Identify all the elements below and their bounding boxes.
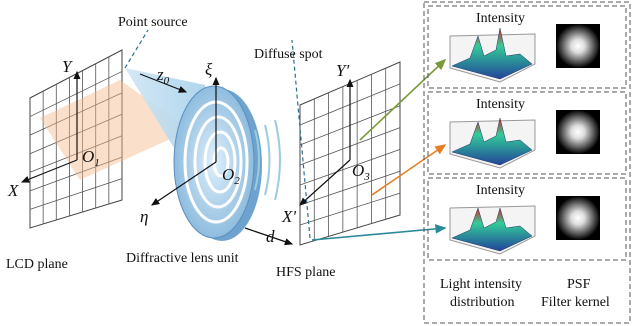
footer-text: Filter kernel [541, 295, 610, 310]
axis-label: X' [281, 207, 296, 226]
base: O [352, 161, 364, 180]
sub: 0 [164, 75, 170, 87]
label: HFS plane [276, 265, 336, 280]
axis-label: ξ [205, 60, 213, 79]
panel-title: Intensity [476, 11, 525, 26]
axis-label: η [140, 207, 148, 226]
footer-text: PSF [567, 277, 591, 292]
diagram: Point source Diffuse spot LCD plane Diff… [0, 0, 632, 326]
footer-text: distribution [450, 295, 515, 310]
sub: 1 [94, 157, 100, 169]
psf [556, 196, 600, 240]
footer-text: Light intensity [440, 277, 522, 292]
panel-title: Intensity [476, 97, 525, 112]
axis-label: X [7, 181, 19, 200]
panel-title: Intensity [476, 183, 525, 198]
base: O [82, 147, 94, 166]
psf [556, 24, 600, 68]
label: Point source [118, 15, 188, 30]
axis-label: Y [62, 57, 73, 76]
label: LCD plane [6, 257, 68, 272]
sub: 2 [234, 175, 240, 187]
sub: 3 [363, 171, 370, 183]
psf [556, 110, 600, 154]
base: O [222, 165, 234, 184]
axis-label: Y' [336, 61, 349, 80]
axis-label: z0 [156, 65, 170, 87]
label: Diffractive lens unit [126, 251, 239, 266]
label: Diffuse spot [254, 47, 323, 62]
axis-label: d [266, 227, 275, 246]
